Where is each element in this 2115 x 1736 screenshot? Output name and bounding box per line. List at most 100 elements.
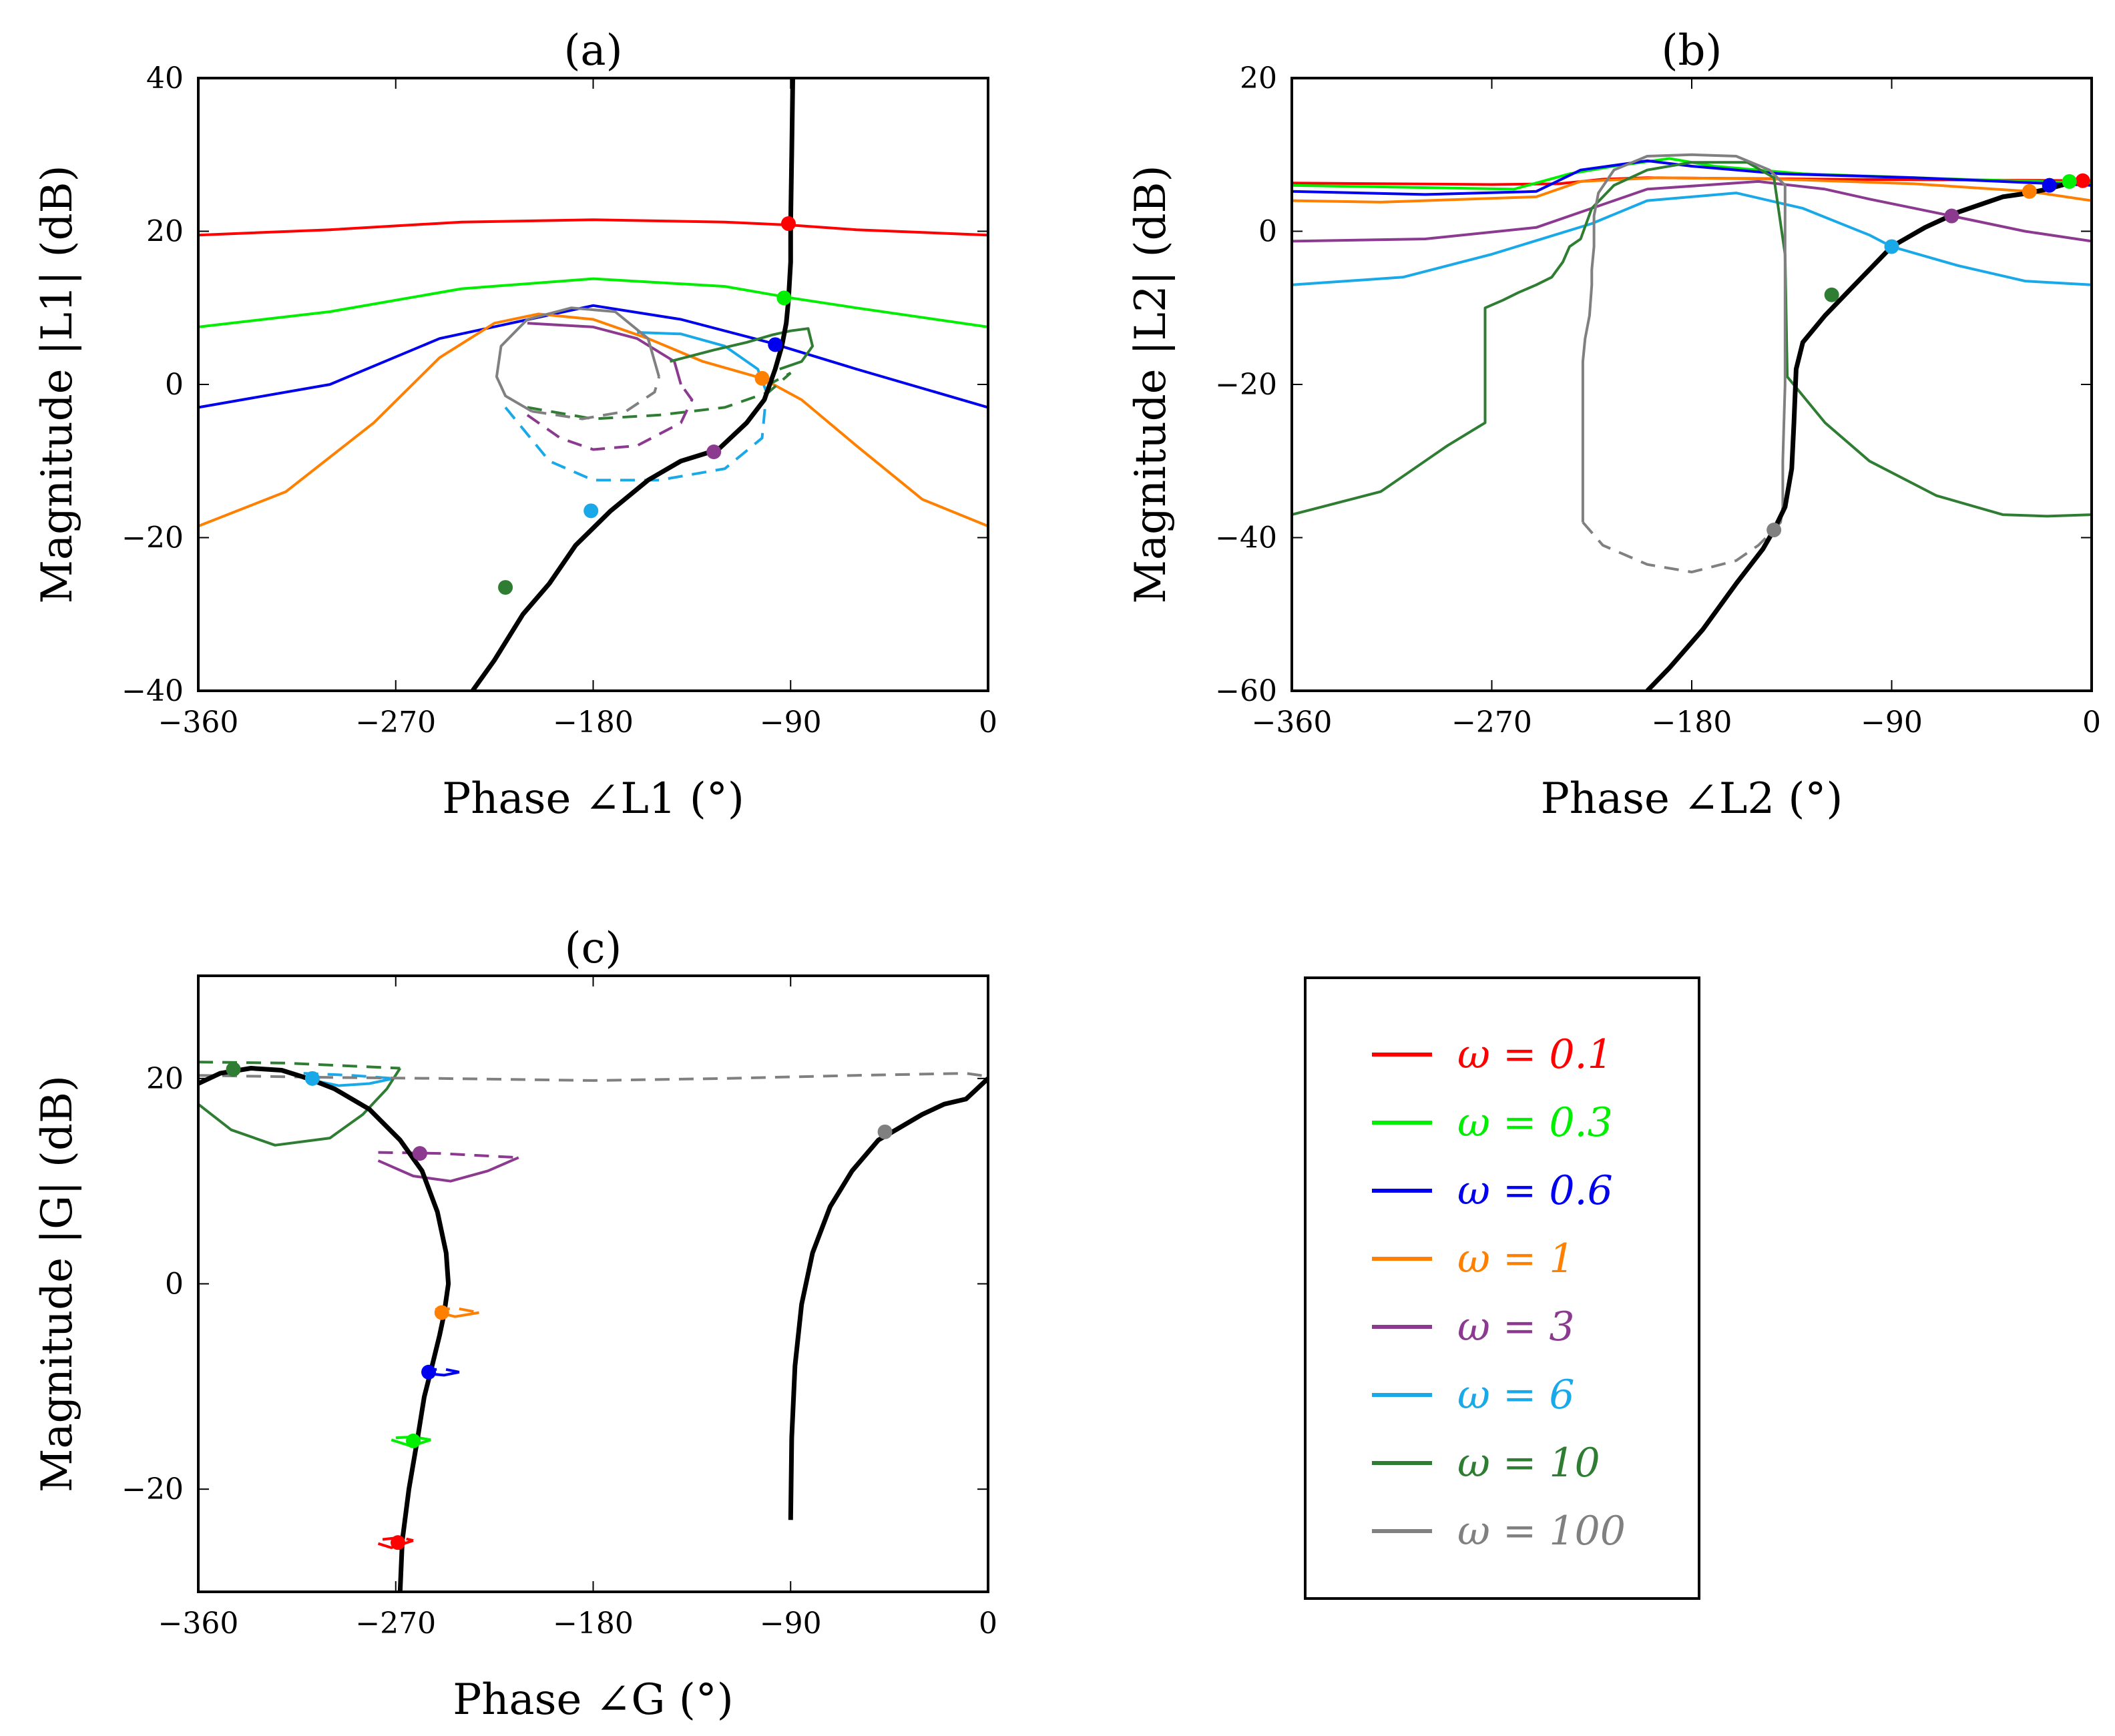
series-line-omega-10 [1292, 161, 2092, 518]
nominal-curve [198, 1066, 451, 1592]
legend-item: ω = 3 [1372, 1304, 1575, 1350]
series-line-omega-0.6 [1292, 159, 2092, 196]
marker-omega-100 [877, 1124, 893, 1139]
y-tick-label: 0 [165, 368, 184, 402]
legend-label: ω = 1 [1457, 1235, 1575, 1282]
legend-label: ω = 0.1 [1457, 1031, 1613, 1078]
marker-omega-3 [412, 1146, 427, 1161]
marker-omega-3 [706, 444, 722, 459]
x-tick-label: 0 [2082, 705, 2101, 740]
marker-omega-100 [1767, 523, 1782, 538]
y-tick-label: 20 [146, 1062, 184, 1096]
nominal-curve [1645, 179, 2084, 691]
x-tick-label: −360 [158, 705, 239, 740]
legend-label: ω = 3 [1457, 1304, 1575, 1350]
marker-omega-10 [498, 580, 513, 595]
marker-omega-0.1 [780, 216, 796, 232]
series-dashed-omega-100 [198, 1072, 988, 1082]
series-dashed-omega-6 [504, 392, 768, 482]
x-tick-label: −360 [158, 1607, 239, 1641]
marker-omega-0.1 [2075, 173, 2090, 188]
x-tick-label: −90 [760, 1607, 822, 1641]
marker-omega-0.3 [2062, 174, 2077, 189]
y-tick-label: 20 [1240, 61, 1277, 95]
x-axis-title: Phase ∠L1 (°) [442, 774, 744, 824]
series-line-omega-3 [377, 1156, 519, 1183]
marker-omega-10 [1824, 287, 1839, 302]
x-tick-label: −90 [1861, 705, 1923, 740]
marker-omega-1 [754, 370, 770, 386]
marker-omega-3 [1944, 208, 1959, 224]
plot-area-b [1292, 153, 2092, 691]
x-axis-title: Phase ∠L2 (°) [1541, 774, 1843, 824]
series-dashed-omega-10 [198, 1061, 401, 1070]
x-tick-label: −360 [1252, 705, 1333, 740]
chart-panel-c: −360 −270 −180 −90 0 −20 0 20 (c) Phase ∠G (°) Mag… [33, 924, 997, 1725]
panel-title: (b) [1662, 26, 1722, 75]
y-axis-title: Magnitude |L1| (dB) [33, 165, 82, 603]
legend-box [1304, 976, 1700, 1600]
chart-panel-b: −360 −270 −180 −90 0 −60 −40 −20 0 20 (b) Phase ∠L2… [1126, 26, 2101, 824]
series-line-omega-1 [1292, 176, 2092, 204]
series-dashed-omega-0.3 [395, 1435, 431, 1442]
chart-panel-a: −360 −270 −180 −90 0 −40 −20 0 20 40 (a) Phase ∠L1 … [33, 26, 997, 824]
y-tick-label: −60 [1215, 674, 1277, 708]
marker-omega-0.3 [776, 290, 792, 306]
series-line-omega-3 [527, 322, 682, 385]
plot-area-a [198, 78, 988, 691]
series-dashed-omega-3 [378, 1151, 519, 1159]
panel-title: (a) [563, 26, 622, 75]
legend-item: ω = 100 [1372, 1508, 1626, 1554]
marker-omega-1 [2022, 184, 2037, 199]
y-tick-label: 20 [146, 215, 184, 249]
x-tick-label: −180 [1652, 705, 1732, 740]
marker-omega-6 [304, 1071, 320, 1086]
legend-item: ω = 0.6 [1372, 1167, 1613, 1214]
legend-item: ω = 0.3 [1372, 1099, 1613, 1146]
series-line-omega-1 [198, 312, 988, 528]
axis-frame-b [1290, 77, 2093, 692]
marker-omega-6 [1884, 239, 1899, 254]
y-tick-label: −20 [122, 1472, 184, 1506]
x-tick-label: −180 [553, 705, 634, 740]
series-dashed-omega-100 [1582, 521, 1775, 574]
marker-omega-1 [434, 1305, 449, 1320]
marker-omega-0.6 [421, 1364, 437, 1380]
marker-omega-6 [583, 503, 599, 519]
series-line-omega-10 [198, 1067, 401, 1147]
series-line-omega-3 [1292, 180, 2092, 243]
legend-item: ω = 0.1 [1372, 1031, 1613, 1078]
series-line-omega-10 [669, 327, 814, 370]
series-line-omega-100 [1581, 153, 1787, 531]
x-tick-label: 0 [979, 705, 997, 740]
axis-frame-a [197, 77, 989, 692]
marker-omega-0.6 [2042, 178, 2057, 193]
series-line-omega-0.3 [198, 277, 988, 328]
legend: ω = 0.1 ω = 0.3 ω = 0.6 ω = 1 ω = 3 ω = 6 ω = … [1304, 976, 1700, 1600]
x-axis-title: Phase ∠G (°) [453, 1675, 734, 1725]
legend-item: ω = 10 [1372, 1440, 1600, 1486]
nominal-curve [470, 78, 795, 691]
x-tick-label: −90 [760, 705, 822, 740]
x-tick-label: −270 [355, 1607, 436, 1641]
axis-frame-c [197, 974, 989, 1593]
series-line-omega-0.1 [198, 218, 988, 237]
y-axis-title: Magnitude |G| (dB) [33, 1075, 82, 1492]
y-tick-label: −20 [122, 521, 184, 555]
x-tick-label: −180 [553, 1607, 634, 1641]
y-tick-label: −40 [122, 674, 184, 708]
series-dashed-omega-10 [527, 372, 792, 420]
series-line-omega-6 [1292, 192, 2092, 286]
y-tick-label: −40 [1215, 521, 1277, 555]
plot-area-c [198, 1061, 988, 1592]
x-tick-label: 0 [979, 1607, 997, 1641]
series-line-omega-100 [495, 306, 661, 412]
y-tick-label: −20 [1215, 368, 1277, 402]
legend-label: ω = 0.6 [1457, 1167, 1613, 1214]
series-line-omega-0.6 [198, 304, 988, 409]
marker-omega-0.3 [406, 1433, 421, 1448]
x-tick-label: −270 [1451, 705, 1532, 740]
legend-label: ω = 6 [1457, 1372, 1575, 1418]
marker-omega-0.1 [391, 1535, 406, 1550]
